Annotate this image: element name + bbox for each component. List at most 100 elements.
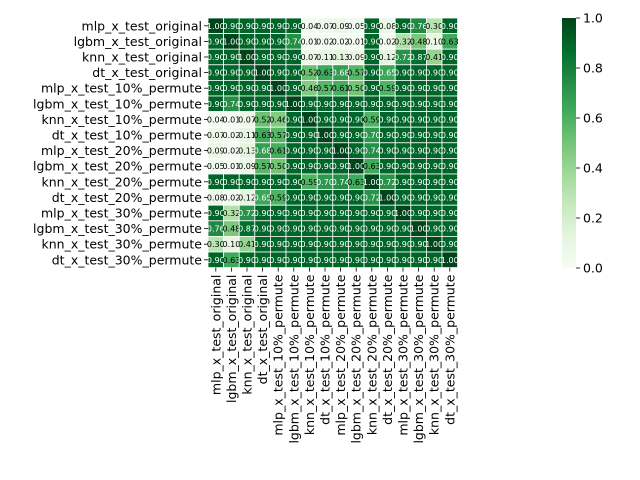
- cell-value-label: 1.00: [207, 22, 225, 31]
- cell-value-label: 0.48: [410, 37, 428, 46]
- cell-value-label: 0.90: [269, 53, 287, 62]
- cell-value-label: 0.70: [363, 131, 381, 140]
- cell-value-label: 0.90: [300, 256, 318, 265]
- cell-value-label: 0.90: [238, 256, 256, 265]
- colorbar-tick-label: 0.0: [583, 261, 603, 276]
- cell-value-label: 0.90: [425, 131, 443, 140]
- cell-value-label: 0.90: [347, 131, 365, 140]
- cell-value-label: 0.90: [238, 84, 256, 93]
- cell-value-label: 0.90: [378, 209, 396, 218]
- cell-value-label: 0.90: [316, 147, 334, 156]
- cell-value-label: 1.00: [269, 84, 287, 93]
- row-label: knn_x_test_10%_permute: [41, 112, 202, 127]
- cell-value-label: 0.90: [254, 178, 272, 187]
- cell-value-label: 0.90: [285, 22, 303, 31]
- cell-value-label: 0.05: [347, 22, 365, 31]
- cell-value-label: 0.63: [254, 131, 272, 140]
- cell-value-label: 0.90: [285, 209, 303, 218]
- cell-value-label: 0.13: [332, 53, 350, 62]
- cell-value-label: 0.57: [269, 131, 287, 140]
- cell-value-label: 0.90: [332, 240, 350, 249]
- cell-value-label: 0.90: [207, 37, 225, 46]
- cell-value-label: 0.90: [316, 162, 334, 171]
- cell-value-label: 0.12: [378, 53, 396, 62]
- colorbar-gradient: [562, 18, 576, 268]
- cell-value-label: 1.00: [238, 53, 256, 62]
- cell-value-label: 0.90: [410, 162, 428, 171]
- cell-value-label: 0.90: [347, 256, 365, 265]
- cell-value-label: 0.90: [254, 84, 272, 93]
- cell-value-label: 0.90: [394, 100, 412, 109]
- cell-value-label: 0.63: [363, 162, 381, 171]
- cell-value-label: 0.90: [363, 100, 381, 109]
- column-label: dt_x_test_30%_permute: [442, 274, 457, 425]
- cell-value-label: 0.90: [410, 147, 428, 156]
- cell-value-label: 0.90: [332, 131, 350, 140]
- cell-value-label: 0.59: [363, 115, 381, 124]
- cell-value-label: 0.90: [363, 37, 381, 46]
- cell-value-label: 0.90: [394, 256, 412, 265]
- cell-value-label: 0.12: [238, 193, 256, 202]
- cell-value-label: 0.90: [300, 225, 318, 234]
- cell-value-label: 0.90: [269, 240, 287, 249]
- cell-value-label: 0.90: [441, 162, 459, 171]
- cell-value-label: 0.59: [300, 178, 318, 187]
- cell-value-label: 1.00: [285, 100, 303, 109]
- cell-value-label: 0.90: [254, 22, 272, 31]
- cell-value-label: 1.00: [363, 178, 381, 187]
- cell-value-label: 0.52: [300, 69, 318, 78]
- cell-value-label: 0.09: [207, 147, 225, 156]
- cell-value-label: 0.90: [316, 193, 334, 202]
- cell-value-label: 0.90: [285, 178, 303, 187]
- cell-value-label: 0.90: [441, 209, 459, 218]
- cell-value-label: 0.90: [378, 131, 396, 140]
- column-label: mlp_x_test_30%_permute: [396, 274, 411, 435]
- cell-value-label: 0.59: [378, 84, 396, 93]
- cell-value-label: 0.08: [378, 22, 396, 31]
- cell-value-label: 0.90: [410, 178, 428, 187]
- cell-value-label: 0.90: [410, 240, 428, 249]
- cell-value-label: 0.90: [441, 22, 459, 31]
- cell-value-label: 0.07: [316, 22, 334, 31]
- cell-value-label: 0.61: [269, 147, 287, 156]
- cell-value-label: 0.61: [332, 84, 350, 93]
- cell-value-label: 0.32: [222, 209, 240, 218]
- cell-value-label: 0.01: [222, 115, 240, 124]
- cell-value-label: 0.01: [347, 37, 365, 46]
- cell-value-label: 0.90: [394, 162, 412, 171]
- cell-value-label: 0.13: [238, 147, 256, 156]
- cell-value-label: 0.46: [269, 115, 287, 124]
- cell-value-label: 0.90: [269, 69, 287, 78]
- cell-value-label: 0.90: [394, 178, 412, 187]
- cell-value-label: 0.90: [238, 100, 256, 109]
- cell-value-label: 0.90: [347, 115, 365, 124]
- cell-value-label: 1.00: [425, 240, 443, 249]
- cell-value-label: 0.90: [285, 193, 303, 202]
- cell-value-label: 0.90: [285, 162, 303, 171]
- cell-value-label: 0.74: [285, 37, 303, 46]
- cell-value-label: 0.50: [347, 84, 365, 93]
- cell-value-label: 0.57: [316, 84, 334, 93]
- cell-value-label: 0.90: [207, 100, 225, 109]
- cell-value-label: 0.72: [363, 193, 381, 202]
- cell-value-label: 0.90: [394, 84, 412, 93]
- column-label: knn_x_test_30%_permute: [427, 274, 442, 435]
- cell-value-label: 1.00: [394, 209, 412, 218]
- cell-value-label: 0.90: [254, 256, 272, 265]
- cell-value-label: 0.07: [300, 53, 318, 62]
- row-labels: mlp_x_test_originallgbm_x_test_originalk…: [33, 18, 208, 267]
- cell-value-label: 0.90: [316, 225, 334, 234]
- cell-value-label: 0.90: [410, 100, 428, 109]
- cell-value-label: 0.90: [254, 240, 272, 249]
- cell-value-label: 0.48: [222, 225, 240, 234]
- cell-value-label: 0.46: [300, 84, 318, 93]
- cell-value-label: 0.65: [378, 69, 396, 78]
- cell-value-label: 0.90: [316, 240, 334, 249]
- cell-value-label: 0.63: [347, 178, 365, 187]
- cell-value-label: 1.00: [222, 37, 240, 46]
- cell-value-label: 0.90: [410, 131, 428, 140]
- cell-value-label: 1.00: [441, 256, 459, 265]
- cell-value-label: 0.90: [441, 178, 459, 187]
- cell-value-label: 0.90: [238, 22, 256, 31]
- cell-value-label: 0.02: [378, 37, 396, 46]
